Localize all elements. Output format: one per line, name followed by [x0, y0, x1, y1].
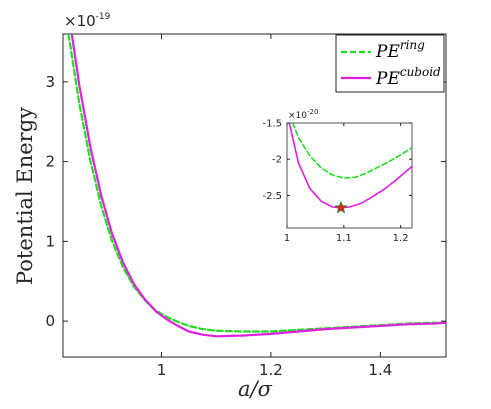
inset-y-tick-label: -2 — [272, 155, 282, 166]
minimum-star-marker — [334, 200, 348, 214]
main-x-tick-label: 1.4 — [368, 361, 392, 379]
legend-label-cuboid: PEcuboid — [375, 65, 441, 89]
inset-chart: 1 1.1 1.2 -1.5 -2 -2.5 ×10-20 — [262, 108, 413, 244]
inset-x-tick-label: 1 — [284, 233, 290, 244]
main-series-cuboid-line — [70, 34, 446, 338]
main-y-tick-label: 3 — [45, 73, 55, 91]
inset-y-tick-label: -1.5 — [262, 119, 282, 130]
legend-label-ring: PEring — [375, 38, 425, 62]
main-y-tick-label: 1 — [45, 232, 55, 250]
main-x-tick-label: 1 — [157, 361, 167, 379]
inset-plot-frame — [286, 122, 413, 229]
inset-y-scale-label: ×10-20 — [288, 108, 318, 121]
legend-box — [335, 34, 445, 93]
inset-series-ring-line — [291, 123, 412, 179]
inset-y-tick-label: -2.5 — [262, 191, 282, 202]
main-y-tick-label: 2 — [45, 153, 55, 171]
inset-x-tick-label: 1.2 — [393, 233, 409, 244]
main-y-scale-label: ×10-19 — [64, 12, 111, 30]
main-x-tick-label: 1.2 — [259, 361, 283, 379]
main-y-axis-label: Potential Energy — [13, 107, 37, 285]
legend: PEring PEcuboid — [335, 34, 445, 93]
main-y-tick-label: 0 — [45, 312, 55, 330]
inset-x-tick-label: 1.1 — [336, 233, 352, 244]
main-x-axis-label: a/σ — [238, 377, 273, 401]
